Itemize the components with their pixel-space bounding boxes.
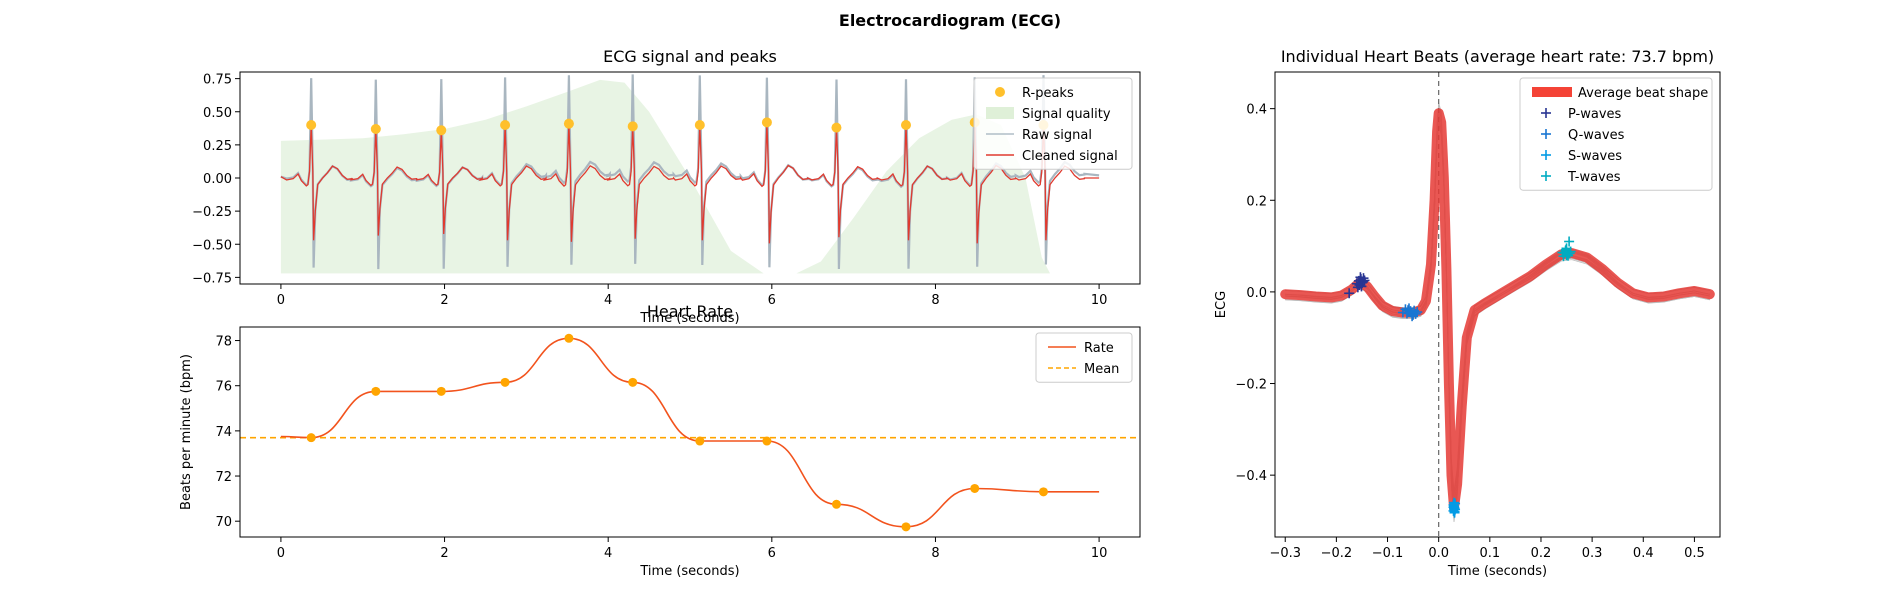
rate-xtick-label: 10 xyxy=(1091,546,1108,561)
beats-legend-box xyxy=(1519,77,1713,191)
beats-ylabel: ECG xyxy=(1214,291,1229,318)
rate-point xyxy=(371,386,381,396)
ecg-xtick-label: 4 xyxy=(604,293,612,308)
ecg-frame xyxy=(239,71,1141,285)
ecg-xtick-label: 2 xyxy=(440,293,448,308)
rate-xtick-label: 8 xyxy=(931,546,939,561)
beats-ytick-label: 0.0 xyxy=(1246,286,1267,301)
ecg-ytick-label: −0.75 xyxy=(192,271,232,286)
beats-legend-label: Average beat shape xyxy=(1578,86,1708,101)
r-peak-point xyxy=(436,125,447,136)
ecg-legend-label: Raw signal xyxy=(1022,128,1092,143)
rate-ytick-label: 72 xyxy=(215,470,232,485)
ecg-legend-label: Signal quality xyxy=(1022,107,1111,122)
heart-beats-panel: −0.3 −0.2 −0.1 0.0 0.1 0.2 0.3 0.4 0.5 −0.4 −0.2 0.… xyxy=(1214,47,1721,579)
ecg-signal-panel: 0 2 4 6 8 10 −0.75 −0.50 −0.25 0.00 0.25 0.50 0.75 EC… xyxy=(192,47,1141,326)
rate-point xyxy=(306,433,316,443)
ecg-legend-label: Cleaned signal xyxy=(1022,149,1118,164)
ecg-legend-signal-qualityswatch xyxy=(986,107,1014,119)
signal-quality-area xyxy=(280,79,1100,274)
rate-point xyxy=(831,499,841,509)
beats-xtick-label: 0.4 xyxy=(1633,546,1654,561)
rate-frame xyxy=(239,326,1141,538)
beats-xtick-label: 0.5 xyxy=(1684,546,1705,561)
r-peak-point xyxy=(831,122,842,133)
r-peak-point xyxy=(627,121,638,132)
ecg-xtick-label: 0 xyxy=(277,293,285,308)
rate-legend-box xyxy=(1035,332,1133,383)
rate-xtick-label: 6 xyxy=(768,546,776,561)
rate-ytick-label: 74 xyxy=(215,425,232,440)
beats-ytick-label: 0.2 xyxy=(1246,194,1267,209)
beats-legend-label: P-waves xyxy=(1568,107,1622,122)
beats-ytick-label: 0.4 xyxy=(1246,103,1267,118)
rate-xlabel: Time (seconds) xyxy=(639,564,739,579)
rate-point xyxy=(500,377,510,387)
rate-point xyxy=(695,436,705,446)
beats-legend-label: Q-waves xyxy=(1568,128,1625,143)
r-peak-point xyxy=(306,120,317,130)
rate-ylabel: Beats per minute (bpm) xyxy=(179,354,194,510)
beats-frame xyxy=(1274,71,1721,538)
beats-ytick-label: −0.2 xyxy=(1235,378,1267,393)
ecg-ytick-label: 0.25 xyxy=(203,139,232,154)
r-peak-point xyxy=(563,118,574,129)
beats-xlabel: Time (seconds) xyxy=(1447,564,1547,579)
ecg-xtick-label: 10 xyxy=(1091,293,1108,308)
beats-xtick-label: −0.2 xyxy=(1321,546,1353,561)
beats-legend-label: S-waves xyxy=(1568,149,1622,164)
cleaned-signal-line xyxy=(280,122,1100,244)
rate-ytick-label: 78 xyxy=(215,335,232,350)
ecg-xlabel: Time (seconds) xyxy=(639,311,739,326)
ecg-ytick-label: −0.50 xyxy=(192,238,232,253)
ecg-legend-box xyxy=(973,77,1133,170)
beats-xtick-label: −0.1 xyxy=(1372,546,1404,561)
ecg-ytick-label: 0.00 xyxy=(203,172,232,187)
beats-title: Individual Heart Beats (average heart ra… xyxy=(1281,47,1714,66)
rate-legend-label: Mean xyxy=(1084,362,1119,377)
ecg-title: ECG signal and peaks xyxy=(603,47,777,66)
beats-xtick-label: −0.3 xyxy=(1269,546,1301,561)
beats-xtick-label: 0.0 xyxy=(1428,546,1449,561)
rate-title: Heart Rate xyxy=(647,302,733,321)
ecg-xtick-label: 6 xyxy=(768,293,776,308)
average-beat-line xyxy=(1280,108,1715,513)
ecg-ytick-label: −0.25 xyxy=(192,205,232,220)
ecg-legend-label: R-peaks xyxy=(1022,86,1074,101)
r-peak-point xyxy=(370,123,381,134)
rate-legend-label: Rate xyxy=(1084,341,1114,356)
ecg-xtick-label: 8 xyxy=(931,293,939,308)
rate-xtick-label: 0 xyxy=(277,546,285,561)
rate-point xyxy=(436,386,446,396)
rate-ytick-label: 76 xyxy=(215,380,232,395)
rate-xtick-label: 4 xyxy=(604,546,612,561)
r-peak-point xyxy=(761,117,772,128)
rate-point xyxy=(564,333,574,343)
r-peak-point xyxy=(694,120,705,130)
beats-xtick-label: 0.1 xyxy=(1479,546,1500,561)
rate-xtick-label: 2 xyxy=(440,546,448,561)
ecg-ytick-label: 0.50 xyxy=(203,106,232,121)
rate-point xyxy=(762,436,772,446)
beats-xtick-label: 0.3 xyxy=(1582,546,1603,561)
beats-xtick-label: 0.2 xyxy=(1531,546,1552,561)
r-peak-point xyxy=(500,120,511,130)
rate-ytick-label: 70 xyxy=(215,515,232,530)
rate-point xyxy=(901,522,911,532)
rate-point xyxy=(970,483,980,493)
rate-point xyxy=(628,377,638,387)
beats-legend-label: T-waves xyxy=(1567,170,1621,185)
rate-point xyxy=(1038,487,1048,497)
rate-line xyxy=(280,337,1100,528)
beats-ytick-label: −0.4 xyxy=(1235,469,1267,484)
figure-title: Electrocardiogram (ECG) xyxy=(839,11,1061,30)
ecg-ytick-label: 0.75 xyxy=(203,73,232,88)
r-peak-point xyxy=(901,120,911,130)
ecg-legend-r-peaksswatch xyxy=(995,87,1005,97)
